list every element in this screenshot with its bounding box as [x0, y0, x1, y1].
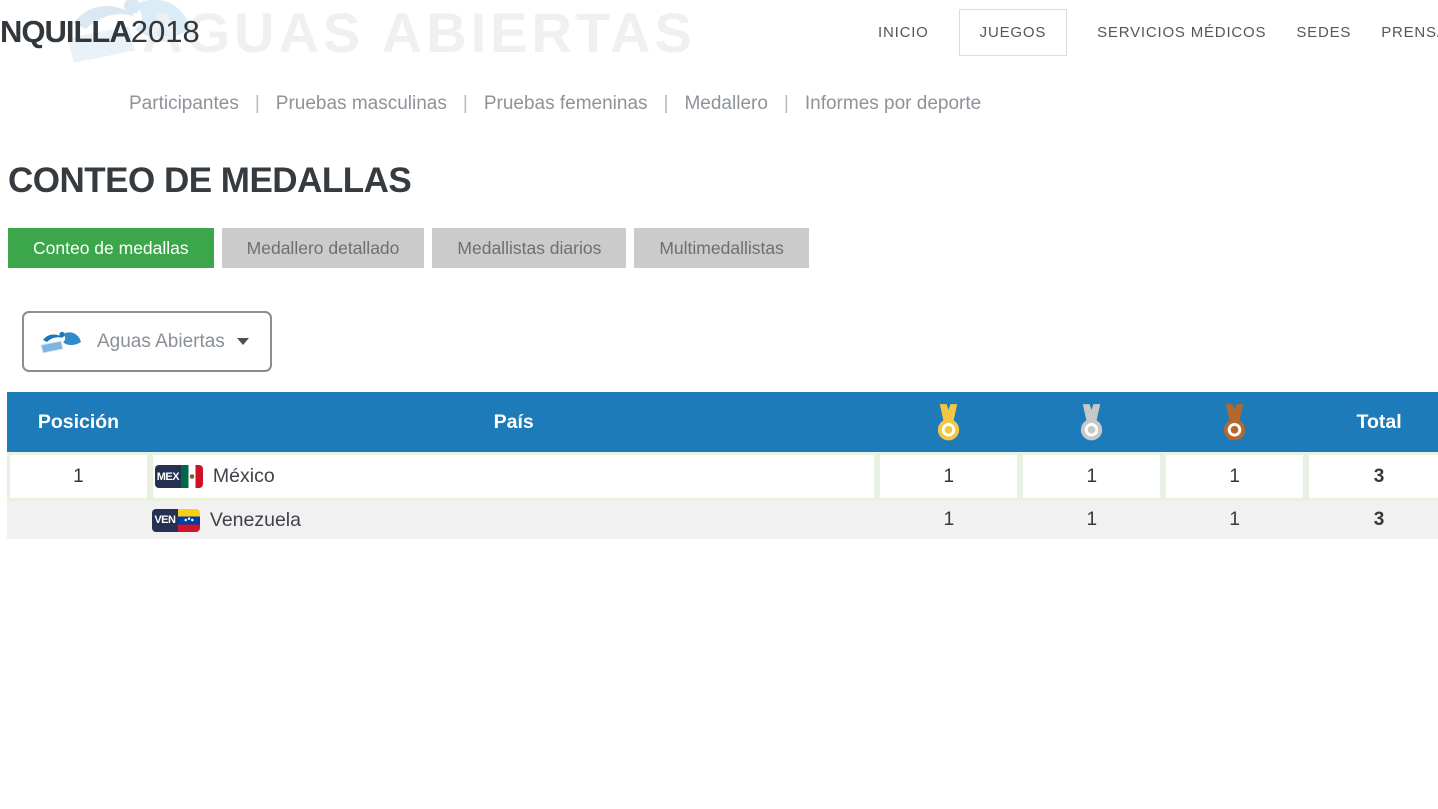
bronze-count: 1 [1229, 509, 1240, 530]
country-code: VEN [151, 508, 178, 532]
position-value [7, 501, 150, 539]
top-navigation: INICIO JUEGOS SERVICIOS MÉDICOS SEDES PR… [878, 0, 1438, 64]
bronze-medal-icon [1163, 403, 1306, 441]
subnav-pruebas-masculinas[interactable]: Pruebas masculinas [275, 93, 447, 114]
country-name: Venezuela [209, 508, 301, 531]
header-posicion: Posición [37, 410, 120, 433]
subnav-separator: | [254, 93, 260, 114]
logo-text-year: 2018 [130, 14, 200, 49]
total-count: 3 [1309, 455, 1438, 498]
chevron-down-icon [236, 338, 249, 345]
nav-item-inicio[interactable]: INICIO [878, 23, 929, 41]
site-logo[interactable]: NQUILLA 2018 [0, 0, 200, 64]
country-name: México [212, 465, 275, 487]
silver-count: 1 [1086, 509, 1098, 530]
country-cell: VEN Venezuela [150, 501, 878, 539]
subnav-informes-por-deporte[interactable]: Informes por deporte [804, 93, 982, 114]
nav-item-prensa[interactable]: PRENSA [1381, 23, 1438, 41]
silver-medal-icon [1020, 403, 1163, 441]
country-cell: MEX México [152, 455, 875, 498]
subnav-pruebas-femeninas[interactable]: Pruebas femeninas [483, 93, 648, 114]
gold-medal-icon [877, 403, 1020, 441]
country-code: MEX [154, 465, 181, 488]
subnav-separator: | [462, 93, 468, 114]
tab-multimedallistas[interactable]: Multimedallistas [634, 228, 809, 268]
table-header-row: Posición País [7, 392, 1438, 452]
sport-filter-dropdown[interactable]: Aguas Abiertas [22, 311, 272, 372]
header-pais: País [493, 410, 534, 433]
page-title: CONTEO DE MEDALLAS [8, 161, 412, 200]
total-count: 3 [1373, 509, 1385, 530]
open-water-swimming-icon [40, 331, 81, 354]
venezuela-flag: VEN [151, 508, 200, 532]
medal-count-table: Posición País [7, 392, 1438, 539]
header: AGUAS ABIERTAS NQUILLA 2018 INICIO JUEGOS… [0, 0, 1438, 64]
header-total: Total [1356, 410, 1402, 433]
subnav-medallero[interactable]: Medallero [684, 93, 768, 114]
table-row: 1 MEX México 1 1 1 3 [7, 452, 1438, 501]
nav-item-servicios-medicos[interactable]: SERVICIOS MÉDICOS [1097, 23, 1267, 41]
nav-item-sedes[interactable]: SEDES [1296, 23, 1352, 41]
silver-count: 1 [1023, 455, 1161, 498]
bronze-count: 1 [1166, 455, 1304, 498]
subnav-separator: | [783, 93, 789, 114]
gold-count: 1 [943, 509, 955, 530]
position-value: 1 [10, 455, 147, 498]
section-navigation: Participantes | Pruebas masculinas | Pru… [129, 89, 1438, 119]
medal-view-tabs: Conteo de medallas Medallero detallado M… [8, 228, 1438, 268]
subnav-participantes[interactable]: Participantes [129, 93, 239, 114]
table-row: VEN Venezuela 1 1 1 3 [7, 501, 1438, 539]
sport-filter-label: Aguas Abiertas [97, 330, 225, 352]
tab-medallero-detallado[interactable]: Medallero detallado [221, 228, 425, 268]
logo-text-bold: NQUILLA [0, 14, 132, 49]
subnav-separator: | [663, 93, 669, 114]
sport-watermark-text: AGUAS ABIERTAS [142, 1, 696, 64]
nav-item-juegos[interactable]: JUEGOS [958, 8, 1068, 56]
tab-conteo-de-medallas[interactable]: Conteo de medallas [8, 228, 214, 268]
gold-count: 1 [880, 455, 1018, 498]
tab-medallistas-diarios[interactable]: Medallistas diarios [432, 228, 627, 268]
mexico-flag: MEX [154, 465, 203, 488]
